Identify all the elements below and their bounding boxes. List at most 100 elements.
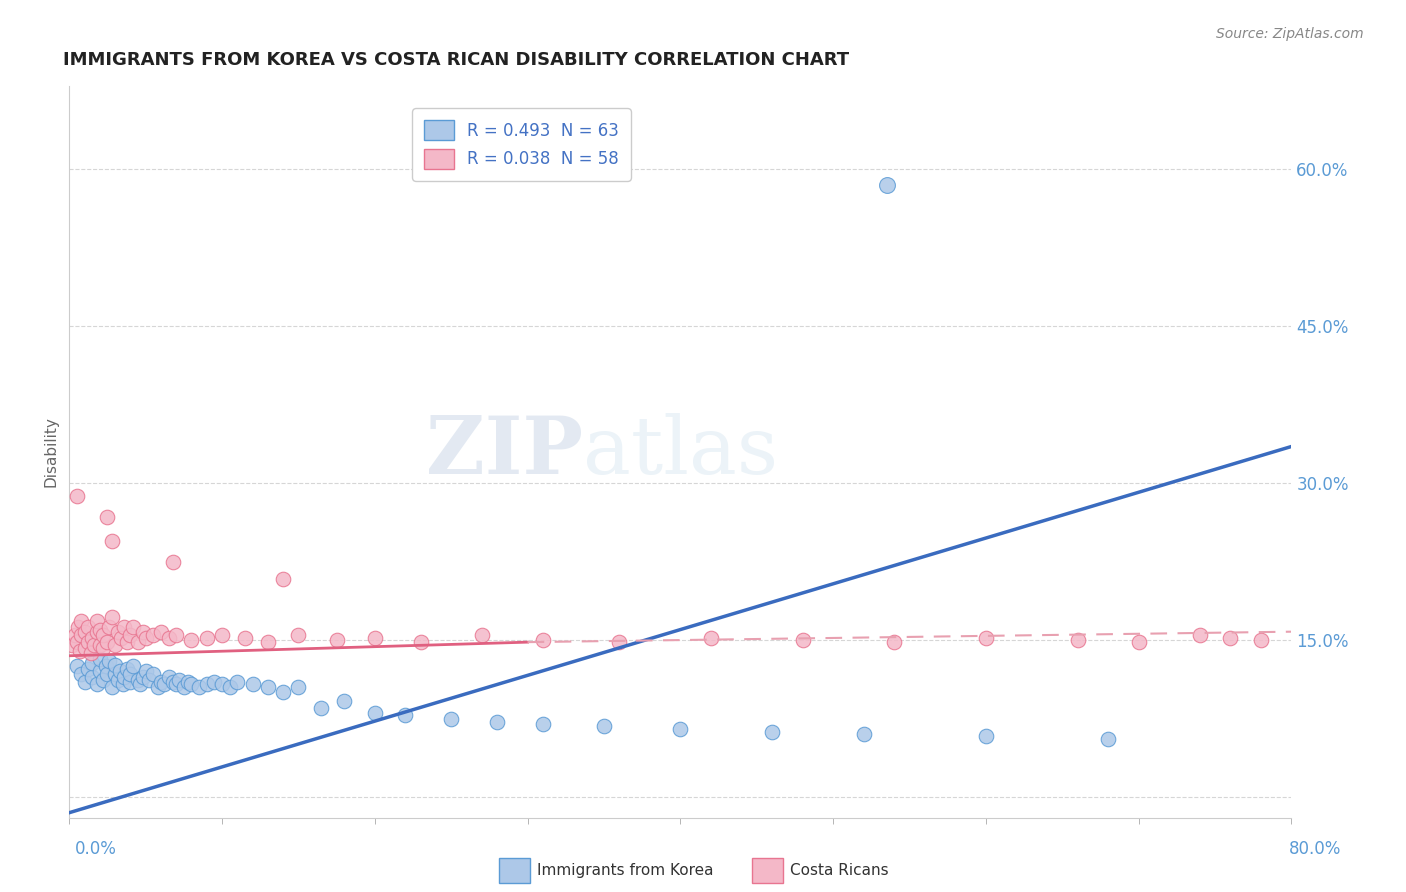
Point — [149, 674, 172, 689]
Point — [66, 635, 89, 649]
Point — [96, 635, 118, 649]
Point — [79, 646, 101, 660]
Point — [195, 631, 218, 645]
Point — [607, 635, 630, 649]
Point — [70, 628, 93, 642]
Point — [153, 677, 176, 691]
Point — [91, 628, 114, 642]
Point — [1097, 732, 1119, 747]
Point — [364, 631, 387, 645]
Point — [1219, 631, 1241, 645]
Point — [91, 673, 114, 687]
Point — [117, 662, 139, 676]
Point — [89, 665, 111, 679]
Text: Costa Ricans: Costa Ricans — [790, 863, 889, 878]
Point — [974, 729, 997, 743]
Point — [333, 694, 356, 708]
Text: IMMIGRANTS FROM KOREA VS COSTA RICAN DISABILITY CORRELATION CHART: IMMIGRANTS FROM KOREA VS COSTA RICAN DIS… — [63, 51, 849, 69]
Point — [112, 670, 135, 684]
Point — [146, 680, 169, 694]
Point — [325, 633, 347, 648]
Point — [700, 631, 723, 645]
Point — [112, 620, 135, 634]
Point — [135, 631, 157, 645]
Point — [202, 674, 225, 689]
Point — [82, 656, 104, 670]
Point — [122, 659, 145, 673]
Y-axis label: Disability: Disability — [44, 417, 58, 487]
Point — [76, 620, 98, 634]
Point — [86, 624, 108, 639]
Point — [66, 659, 89, 673]
Point — [162, 555, 184, 569]
Point — [138, 673, 160, 687]
Point — [86, 614, 108, 628]
Point — [211, 677, 233, 691]
Point — [101, 680, 124, 694]
Point — [883, 635, 905, 649]
Point — [593, 719, 616, 733]
Point — [233, 631, 256, 645]
Point — [471, 628, 494, 642]
Point — [89, 623, 111, 637]
Point — [94, 659, 117, 673]
Text: Source: ZipAtlas.com: Source: ZipAtlas.com — [1216, 27, 1364, 41]
Text: 80.0%: 80.0% — [1288, 840, 1341, 858]
Point — [876, 178, 898, 192]
Point — [127, 635, 149, 649]
Point — [73, 624, 96, 639]
Point — [974, 631, 997, 645]
Point — [188, 680, 211, 694]
Point — [852, 727, 875, 741]
Point — [101, 610, 124, 624]
Point — [73, 674, 96, 689]
Point — [180, 677, 202, 691]
Point — [131, 670, 153, 684]
Point — [242, 677, 264, 691]
Point — [73, 641, 96, 656]
Point — [70, 614, 93, 628]
Point — [101, 533, 124, 548]
Point — [394, 708, 416, 723]
Point — [257, 680, 280, 694]
Point — [142, 628, 165, 642]
Point — [440, 712, 463, 726]
Text: Immigrants from Korea: Immigrants from Korea — [537, 863, 714, 878]
Point — [60, 638, 83, 652]
Legend: R = 0.493  N = 63, R = 0.038  N = 58: R = 0.493 N = 63, R = 0.038 N = 58 — [412, 109, 631, 181]
Point — [70, 666, 93, 681]
Point — [135, 665, 157, 679]
Point — [1188, 628, 1211, 642]
Point — [364, 706, 387, 721]
Point — [82, 670, 104, 684]
Point — [761, 725, 783, 739]
Point — [167, 673, 190, 687]
Point — [669, 722, 692, 736]
Point — [287, 628, 309, 642]
Point — [165, 677, 187, 691]
Point — [1128, 635, 1150, 649]
Point — [96, 509, 118, 524]
Point — [792, 633, 814, 648]
Point — [211, 628, 233, 642]
Point — [120, 674, 142, 689]
Point — [104, 658, 127, 673]
Point — [108, 665, 131, 679]
Point — [271, 685, 294, 699]
Point — [83, 638, 105, 652]
Point — [165, 628, 187, 642]
Point — [117, 635, 139, 649]
Point — [131, 624, 153, 639]
Point — [1250, 633, 1272, 648]
Point — [218, 680, 240, 694]
Point — [157, 670, 180, 684]
Point — [149, 624, 172, 639]
Point — [195, 677, 218, 691]
Point — [409, 635, 432, 649]
Point — [67, 620, 90, 634]
Point — [65, 628, 87, 642]
Point — [89, 638, 111, 652]
Point — [120, 628, 142, 642]
Point — [142, 666, 165, 681]
Point — [531, 633, 554, 648]
